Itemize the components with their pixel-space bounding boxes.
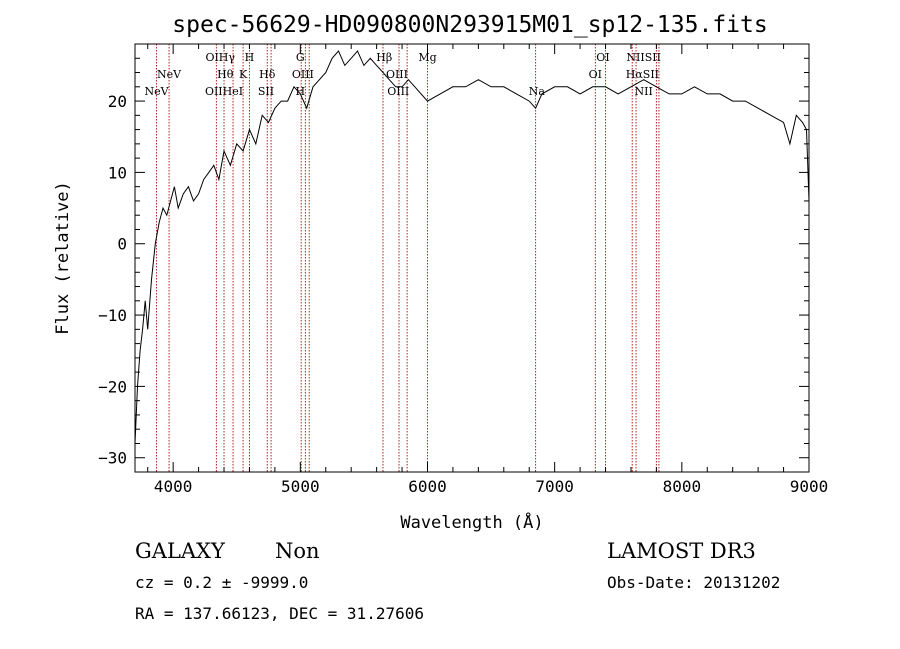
- object-subclass: Non: [275, 539, 320, 563]
- plot-frame: [134, 43, 810, 473]
- line-label-17: OI: [596, 51, 609, 64]
- line-label-12: Hβ: [376, 51, 392, 64]
- x-tick-label-5: 9000: [790, 477, 829, 496]
- line-label-16: Na: [529, 85, 546, 98]
- line-label-5: K: [239, 68, 248, 81]
- spectrum-series-0: [135, 50, 809, 444]
- line-label-13: Mg: [418, 51, 436, 64]
- y-tick-label-1: −20: [98, 377, 127, 396]
- line-label-19: NIISII: [626, 51, 661, 64]
- line-label-14: OIII: [386, 68, 408, 81]
- line-label-20: HαSII: [626, 68, 659, 81]
- x-tick-label-3: 7000: [535, 477, 574, 496]
- line-label-9: G: [296, 51, 305, 64]
- cz-value: cz = 0.2 ± -9999.0: [135, 573, 308, 592]
- y-tick-label-2: −10: [98, 306, 127, 325]
- line-label-7: OIIHeI: [205, 85, 243, 98]
- survey-name: LAMOST DR3: [607, 539, 756, 563]
- coords-value: RA = 137.66123, DEC = 31.27606: [135, 604, 424, 623]
- line-label-8: SII: [258, 85, 274, 98]
- line-label-0: NeV: [144, 85, 169, 98]
- line-label-6: Hδ: [259, 68, 276, 81]
- line-label-10: OIII: [292, 68, 314, 81]
- line-label-18: OI: [589, 68, 602, 81]
- line-label-4: Hθ: [217, 68, 234, 81]
- line-label-1: NeV: [157, 68, 182, 81]
- x-tick-label-2: 6000: [408, 477, 447, 496]
- x-tick-label-4: 8000: [663, 477, 702, 496]
- y-tick-label-0: −30: [98, 449, 127, 468]
- line-label-11: H: [296, 85, 306, 98]
- y-tick-label-5: 20: [108, 92, 127, 111]
- object-class: GALAXY: [135, 539, 226, 563]
- line-label-2: OIHγ: [205, 51, 235, 64]
- line-label-3: H: [245, 51, 255, 64]
- y-axis-label: Flux (relative): [53, 181, 73, 335]
- x-tick-label-1: 5000: [281, 477, 320, 496]
- x-axis-label: Wavelength (Å): [400, 511, 543, 533]
- chart-title: spec-56629-HD090800N293915M01_sp12-135.f…: [172, 12, 767, 38]
- y-tick-label-3: 0: [117, 235, 127, 254]
- line-label-21: NII: [635, 85, 653, 98]
- line-label-15: OIII: [387, 85, 409, 98]
- x-tick-label-0: 4000: [154, 477, 193, 496]
- obs-date: Obs-Date: 20131202: [607, 573, 780, 592]
- y-tick-label-4: 10: [108, 163, 127, 182]
- plot-area: NeV NeV OIHγ H Hθ K Hδ OIIHeI SII G OIII H Hβ Mg OIII O…: [98, 43, 829, 496]
